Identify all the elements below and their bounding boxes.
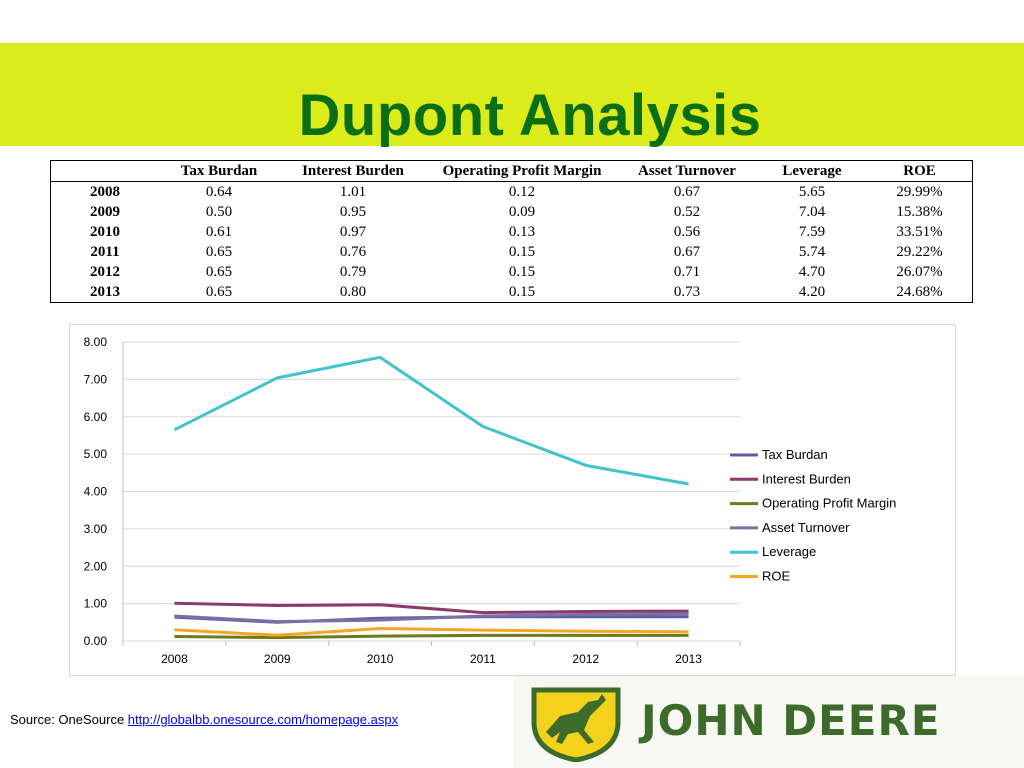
legend-label: Leverage	[762, 544, 816, 559]
deer-logo-icon	[531, 687, 621, 762]
table-cell: 0.12	[508, 184, 536, 200]
series-line-5	[174, 626, 689, 637]
x-tick-label: 2012	[572, 652, 599, 666]
series-line-1	[174, 601, 689, 615]
y-tick-label: 5.00	[84, 447, 108, 461]
legend-label: ROE	[762, 569, 791, 584]
line-chart: 0.00 1.00 2.00 3.00 4.00 5.00 6.00 7.00 8.00 2008…	[69, 324, 956, 676]
column-header: ROE	[867, 160, 973, 182]
table-cell: 0.65	[205, 244, 233, 260]
logo-text: JOHN DEERE	[641, 696, 941, 745]
table-cell: 4.20	[798, 284, 826, 300]
table-cell: 0.15	[508, 244, 536, 260]
table-cell: 2009	[90, 204, 120, 220]
table-cell: 2010	[90, 224, 120, 240]
table-cell: 33.51%	[896, 224, 943, 240]
source-link[interactable]: http://globalbb.onesource.com/homepage.a…	[127, 712, 399, 727]
legend-label: Asset Turnover	[762, 520, 850, 535]
table-cell: 7.59	[798, 224, 826, 240]
y-tick-label: 2.00	[84, 559, 108, 573]
y-tick-label: 7.00	[84, 372, 108, 386]
dupont-table: Tax Burdan Interest Burden Operating Pro…	[50, 160, 973, 303]
series-line-4	[173, 355, 689, 486]
table-row: 2011 0.65 0.76 0.15 0.67 5.74 29.22%	[51, 242, 973, 262]
series-line-3	[174, 612, 689, 624]
title-banner	[0, 43, 1024, 146]
legend-label: Interest Burden	[762, 471, 851, 486]
y-tick-label: 3.00	[84, 522, 108, 536]
column-header: Tax Burdan	[159, 160, 279, 182]
table-cell: 0.15	[508, 264, 536, 280]
table-row: 2013 0.65 0.80 0.15 0.73 4.20 24.68%	[51, 282, 973, 303]
y-tick-label: 6.00	[84, 410, 108, 424]
y-tick-label: 4.00	[84, 485, 108, 499]
table-cell: 4.70	[798, 264, 826, 280]
table-cell: 0.79	[339, 264, 367, 280]
column-header: Interest Burden	[279, 160, 427, 182]
table-cell: 2011	[90, 244, 120, 260]
table-cell: 2012	[90, 264, 120, 280]
x-tick-label: 2010	[367, 652, 394, 666]
x-tick-label: 2009	[264, 652, 291, 666]
table-row: 2009 0.50 0.95 0.09 0.52 7.04 15.38%	[51, 202, 973, 222]
y-tick-label: 8.00	[84, 335, 108, 349]
table-cell: 7.04	[798, 204, 826, 220]
table-cell: 0.95	[339, 204, 367, 220]
table-cell: 0.56	[673, 224, 701, 240]
table-cell: 1.01	[339, 184, 367, 200]
table-cell: 24.68%	[896, 284, 943, 300]
table-cell: 2013	[90, 284, 120, 300]
column-header: Asset Turnover	[617, 160, 757, 182]
table-cell: 0.80	[339, 284, 367, 300]
table-cell: 26.07%	[896, 264, 943, 280]
table-cell: 0.65	[205, 264, 233, 280]
chart-canvas: 0.00 1.00 2.00 3.00 4.00 5.00 6.00 7.00 8.00 2008…	[84, 335, 897, 666]
table-cell: 0.67	[673, 184, 701, 200]
table-row: 2012 0.65 0.79 0.15 0.71 4.70 26.07%	[51, 262, 973, 282]
table-cell: 0.13	[508, 224, 536, 240]
john-deere-logo: JOHN DEERE	[513, 676, 1024, 768]
table-cell: 0.76	[339, 244, 367, 260]
table-cell: 0.50	[205, 204, 233, 220]
source-label: Source: OneSource	[10, 712, 128, 727]
column-header: Leverage	[757, 160, 867, 182]
table-cell: 15.38%	[896, 204, 943, 220]
table-row: 2008 0.64 1.01 0.12 0.67 5.65 29.99%	[51, 182, 973, 203]
y-tick-label: 1.00	[84, 597, 108, 611]
table-cell: 0.61	[205, 224, 233, 240]
source-note: Source: OneSource http://globalbb.onesou…	[10, 712, 398, 727]
table-cell: 0.97	[339, 224, 367, 240]
table-cell: 0.09	[508, 204, 536, 220]
table-row: 2010 0.61 0.97 0.13 0.56 7.59 33.51%	[51, 222, 973, 242]
table-cell: 29.99%	[896, 184, 943, 200]
table-cell: 0.15	[508, 284, 536, 300]
table-cell: 0.52	[673, 204, 701, 220]
table-cell: 0.64	[205, 184, 233, 200]
legend-label: Tax Burdan	[762, 447, 828, 462]
table-cell: 2008	[90, 184, 120, 200]
column-header	[50, 160, 159, 182]
legend-label: Operating Profit Margin	[762, 496, 896, 511]
table-cell: 0.65	[205, 284, 233, 300]
column-header: Operating Profit Margin	[427, 160, 617, 182]
table-cell: 5.74	[798, 244, 826, 260]
x-tick-label: 2013	[675, 652, 702, 666]
table-cell: 29.22%	[896, 244, 943, 260]
x-tick-label: 2011	[470, 652, 496, 666]
x-tick-label: 2008	[161, 652, 188, 666]
table-cell: 0.71	[673, 264, 701, 280]
table-cell: 5.65	[798, 184, 826, 200]
slide-title: Dupont Analysis	[298, 83, 762, 148]
table-cell: 0.73	[673, 284, 701, 300]
table-header-row: Tax Burdan Interest Burden Operating Pro…	[50, 160, 973, 182]
series-line-2	[174, 633, 689, 640]
table-cell: 0.67	[673, 244, 701, 260]
y-tick-label: 0.00	[84, 634, 108, 648]
